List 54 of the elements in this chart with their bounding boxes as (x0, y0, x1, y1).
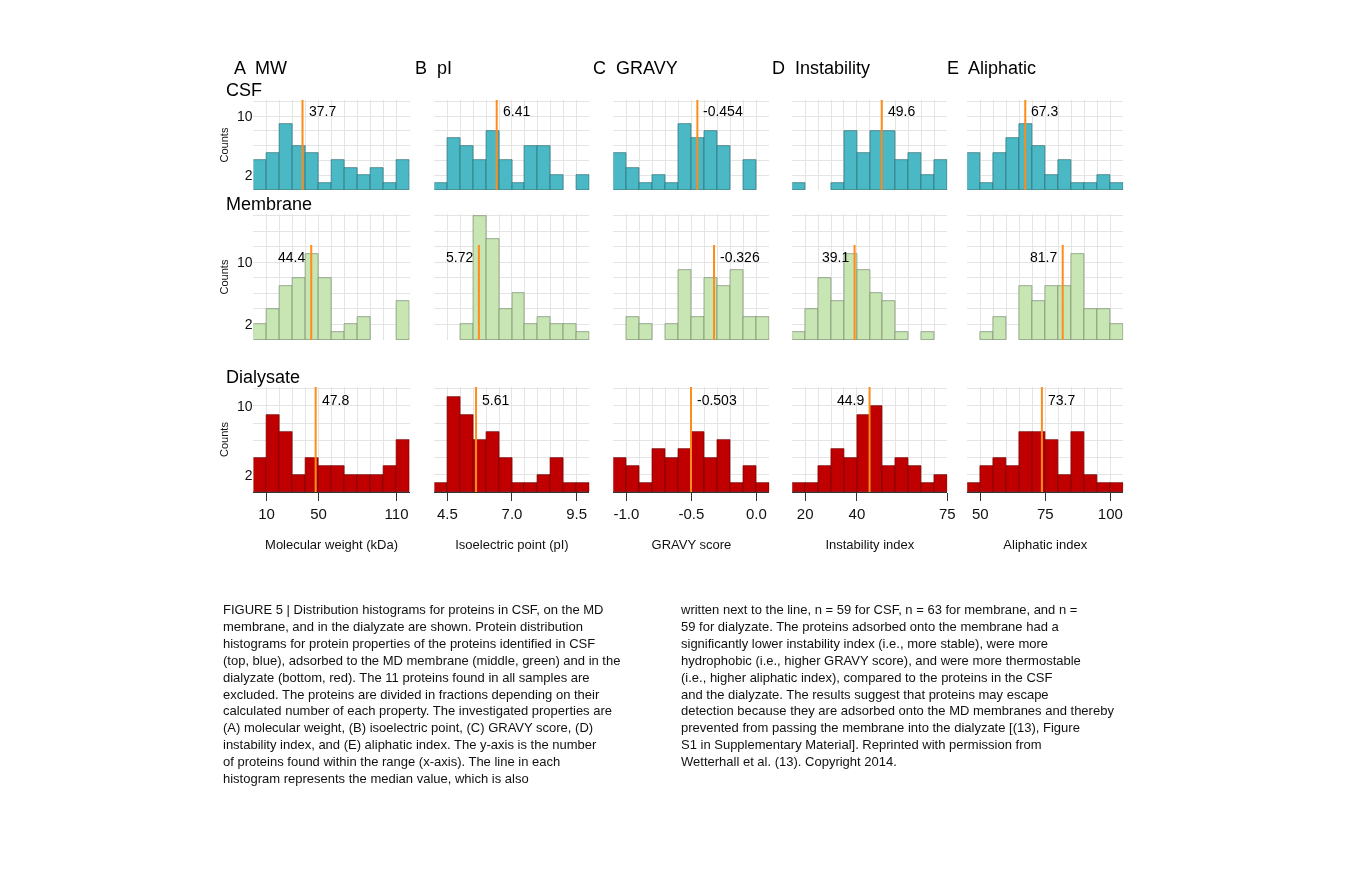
y-axis-title: Counts (217, 127, 230, 163)
y-axis-title: Counts (217, 259, 230, 295)
ref-line-label: 39.1 (822, 249, 850, 265)
chart-title: E Aliphatic (947, 58, 1037, 78)
ref-line-label: 73.7 (1048, 392, 1076, 408)
y-tick-label: 2 (244, 316, 253, 333)
x-tick-label: 100 (1097, 505, 1123, 522)
ref-line-label: -0.454 (703, 103, 743, 119)
y-tick-label: 10 (236, 397, 253, 414)
x-tick-label: 50 (310, 505, 327, 522)
ref-line-label: 44.9 (837, 392, 865, 408)
text: FIGURE 5 | Distribution histograms for proteins in CSF, on the MD membrane, and in the dialyzate are shown. Protein distribution histograms for protein properties of the proteins identified in CSF (top, blue), adsorbed to the MD membrane (middle, green) and in the dialyzate (bottom, red). The 11 proteins found in all samples are excluded. The proteins are divided in fractions depending on their calculated number of each property. The investigated properties are (A) molecular weight, (B) isoelectric point, (C) GRAVY score, (D) instability index, and (E) aliphatic index. The y-axis is the number of proteins found within the range (x-axis). The line in each histogram represents the median value, which is also (223, 602, 621, 786)
x-tick-label: 9.5 (566, 505, 588, 522)
ref-line-label: 5.61 (482, 392, 510, 408)
x-tick-label: 0.0 (745, 505, 767, 522)
x-axis-title: Molecular weight (kDa) (265, 536, 398, 552)
x-tick-label: 7.0 (501, 505, 523, 522)
chart-title: B pI (415, 58, 453, 78)
chart-subtitle: Dialysate (226, 367, 301, 387)
x-axis-title: Aliphatic index (1003, 536, 1088, 552)
x-tick-label: 75 (1036, 505, 1054, 522)
x-axis-title: Instability index (825, 536, 915, 552)
x-tick-label: 4.5 (436, 505, 458, 522)
ref-line-label: -0.503 (697, 392, 737, 408)
ref-line-label: 37.7 (309, 103, 337, 119)
chart-title: C GRAVY (593, 58, 678, 78)
x-tick-label: 40 (848, 505, 866, 522)
ref-line-label: 81.7 (1030, 249, 1058, 265)
x-tick-label: -1.0 (613, 505, 640, 522)
chart-subtitle: CSF (226, 80, 262, 100)
y-axis-title: Counts (217, 421, 230, 457)
ref-line-label: 44.4 (278, 249, 306, 265)
ref-line-label: 49.6 (888, 103, 916, 119)
ref-line-label: 5.72 (446, 249, 474, 265)
x-tick-label: 20 (796, 505, 814, 522)
y-tick-label: 2 (244, 466, 253, 483)
y-tick-label: 10 (236, 254, 253, 271)
ref-line-label: 6.41 (503, 103, 531, 119)
x-tick-label: 75 (939, 505, 956, 522)
x-axis-title: Isoelectric point (pI) (455, 536, 569, 552)
y-tick-label: 2 (244, 167, 253, 184)
chart-subtitle: Membrane (226, 194, 313, 214)
chart-title: D Instability (772, 58, 871, 78)
x-axis-title: GRAVY score (651, 536, 732, 552)
ref-line-label: 67.3 (1031, 103, 1059, 119)
x-tick-label: -0.5 (678, 505, 705, 522)
x-tick-label: 50 (971, 505, 989, 522)
chart-title: A MW (234, 58, 288, 78)
x-tick-label: 10 (258, 505, 275, 522)
ref-line-label: -0.326 (720, 249, 760, 265)
y-tick-label: 10 (236, 108, 253, 125)
x-tick-label: 110 (384, 505, 409, 522)
text: written next to the line, n = 59 for CSF, n = 63 for membrane, and n = 59 for dialyzate. The proteins adsorbed onto the membrane had a significantly lower instability index (i.e., more stable), were more hydrophobic (i.e., higher GRAVY score), and were more thermostable (i.e., higher aliphatic index), compared to the proteins in the CSF and the dialyzate. The results suggest that proteins may escape detection because they are adsorbed onto the MD membranes and thereby prevented from passing the membrane into the dialyzate [(13), Figure S1 in Supplementary Material]. Reprinted with permission from Wetterhall et al. (13). Copyright 2014. (681, 602, 1114, 770)
ref-line-label: 47.8 (322, 392, 350, 408)
